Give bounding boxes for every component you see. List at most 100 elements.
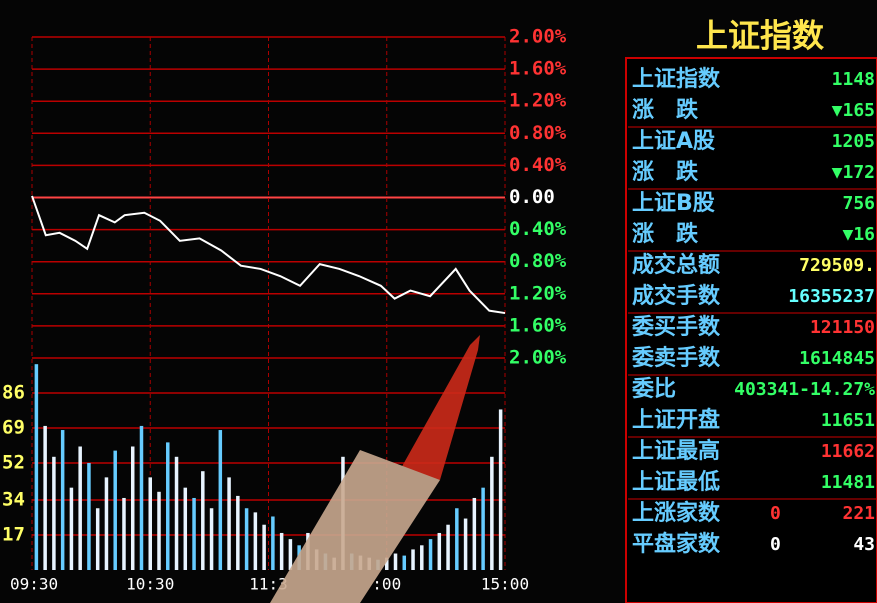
row-label: 涨 跌 (632, 98, 699, 123)
y-tick-label: 0.80% (509, 250, 567, 272)
volume-bar (104, 477, 109, 570)
chart: 2.00% 1.60% 1.20% 0.80% 0.40% 0.00 0.40% 0.80% 1… (2, 26, 567, 594)
volume-bar (472, 497, 477, 570)
row-label: 委卖手数 (632, 345, 721, 371)
volume-bar (87, 462, 91, 570)
volume-bar (139, 425, 144, 570)
volume-bar (446, 524, 450, 570)
price-line (31, 195, 506, 315)
row-value: 11651 (821, 410, 875, 431)
row-label: 上涨家数 (632, 500, 721, 526)
y-tick-label: 0.40% (509, 154, 567, 176)
y-tick-label: 0.40% (509, 218, 567, 240)
volume-bar (271, 516, 275, 570)
x-tick-label: 11:3 (249, 575, 288, 594)
volume-bar (411, 549, 415, 570)
volume-bar (288, 539, 293, 570)
row-value: 1614845 (799, 348, 875, 369)
pen (270, 335, 480, 603)
volume-bar (130, 446, 135, 570)
volume-bar (183, 487, 188, 570)
row-value: 729509. (799, 255, 875, 276)
volume-bar (122, 497, 126, 570)
row-value: 11481 (821, 472, 875, 493)
volume-bar (43, 425, 47, 570)
row-label: 委比 (632, 377, 676, 402)
volume-bar (490, 456, 494, 570)
row-label: 上证B股 (632, 191, 715, 216)
info-panel (625, 57, 877, 603)
x-tick-label: 10:30 (126, 575, 174, 594)
row-label: 上证A股 (632, 129, 715, 154)
volume-bar (402, 555, 407, 570)
volume-bar (78, 446, 82, 570)
volume-bar (437, 532, 442, 570)
volume-bar (148, 477, 153, 570)
volume-bar (157, 491, 161, 570)
volume-bar (60, 430, 65, 570)
volume-bar (218, 430, 223, 570)
row-label: 上证最高 (632, 438, 720, 464)
volume-bar (498, 409, 503, 570)
row-label: 上证开盘 (632, 407, 720, 433)
volume-bar (95, 508, 100, 570)
row-value: ▼172 (832, 162, 875, 183)
volume-bar (52, 456, 56, 570)
volume-bar (201, 471, 205, 570)
volume-tick-label: 17 (2, 524, 25, 546)
volume-bar (34, 364, 39, 570)
row-value: 1205 (832, 131, 875, 152)
volume-tick-label: 34 (2, 489, 25, 511)
row-label: 上证指数 (632, 66, 721, 92)
panel-title: 上证指数 (696, 17, 825, 55)
volume-bar (262, 524, 266, 570)
row-label: 上证最低 (632, 470, 720, 495)
volume-bar (463, 518, 468, 570)
volume-bar (166, 442, 170, 570)
row-value: 1148 (832, 69, 875, 90)
row-value: 403341-14.27% (734, 379, 875, 400)
row-label: 委买手数 (632, 314, 721, 340)
row-value: ▼165 (832, 100, 875, 121)
x-tick-label: 09:30 (10, 575, 58, 594)
volume-bar (393, 553, 398, 570)
y-tick-label: 0.80% (509, 122, 567, 144)
row-value: ▼16 (842, 224, 875, 245)
volume-bar (481, 487, 485, 570)
volume-tick-label: 69 (2, 416, 25, 438)
row-value: 43 (853, 534, 875, 555)
pen-grip (270, 450, 440, 603)
volume-bar (209, 508, 214, 570)
row-value: 0 (770, 503, 781, 524)
volume-bar (236, 495, 240, 570)
volume-bar (428, 539, 433, 570)
volume-bar (192, 497, 196, 570)
volume-bar (69, 487, 74, 570)
volume-bar (279, 532, 284, 570)
row-value: 0 (770, 534, 781, 555)
y-tick-label: 2.00% (509, 26, 567, 48)
row-value: 121150 (810, 317, 875, 338)
row-label: 成交总额 (632, 252, 720, 278)
y-tick-label: 0.00 (509, 186, 555, 208)
volume-bar (253, 512, 258, 570)
volume-tick-label: 86 (2, 381, 25, 403)
row-label: 成交手数 (632, 283, 721, 309)
volume-bar (244, 508, 249, 570)
row-value: 16355237 (788, 286, 875, 307)
volume-bar (455, 508, 459, 570)
panel-rows: 上证指数 1148 涨 跌 ▼165 上证A股 1205 涨 跌 ▼172 上证B股 756 涨 跌… (628, 66, 877, 557)
y-tick-label: 1.60% (509, 314, 567, 336)
pen-tip (400, 335, 480, 480)
row-value: 221 (842, 503, 875, 524)
volume-bar (174, 456, 179, 570)
volume-tick-label: 52 (2, 451, 25, 473)
y-tick-label: 1.60% (509, 58, 567, 80)
y-tick-label: 2.00% (509, 347, 567, 369)
y-tick-label: 1.20% (509, 282, 567, 304)
volume-bar (227, 477, 231, 570)
volume-bar (384, 557, 389, 570)
row-value: 11662 (821, 441, 875, 462)
volume-bar (113, 450, 117, 570)
